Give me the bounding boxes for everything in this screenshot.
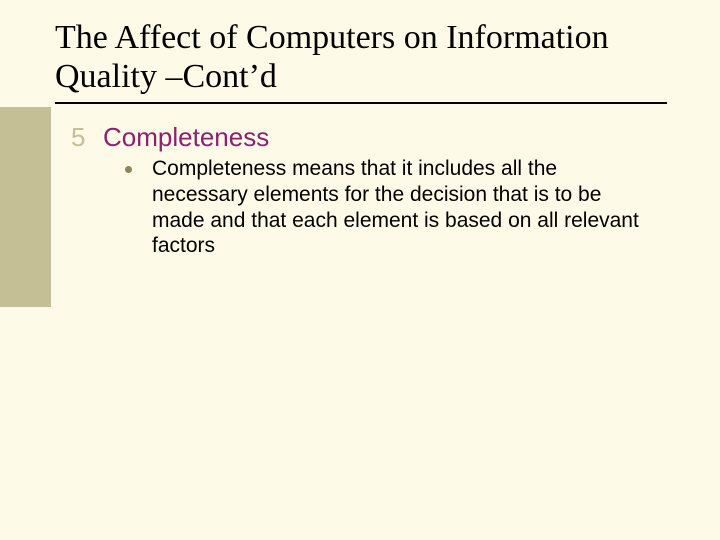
side-accent-band: [0, 107, 51, 307]
slide-title: The Affect of Computers on Information Q…: [55, 18, 665, 96]
bullet-body-text: Completeness means that it includes all …: [152, 156, 642, 259]
list-heading: Completeness: [103, 122, 269, 153]
title-underline: [55, 102, 667, 104]
list-number: 5: [71, 122, 85, 153]
bullet-marker: [125, 166, 132, 173]
slide: The Affect of Computers on Information Q…: [0, 0, 720, 540]
title-block: The Affect of Computers on Information Q…: [55, 18, 665, 96]
